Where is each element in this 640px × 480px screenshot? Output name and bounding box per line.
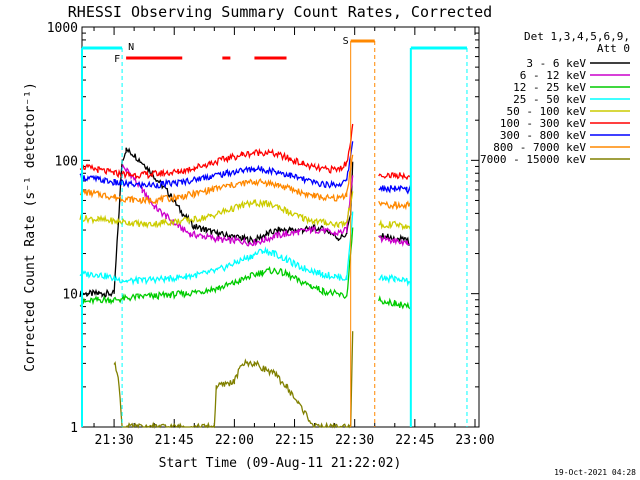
series-line	[121, 164, 354, 247]
series-line	[378, 234, 412, 247]
x-axis-label: Start Time (09-Aug-11 21:22:02)	[159, 456, 402, 471]
footer-date: 19-Oct-2021 04:28	[554, 468, 636, 477]
legend-item: 800 - 7000 keV	[493, 141, 586, 154]
flag-label: S	[343, 36, 349, 47]
flag-layer: NF S	[81, 36, 468, 427]
y-tick-label: 1000	[47, 21, 78, 36]
series-layer	[79, 123, 412, 429]
series-line	[79, 123, 354, 180]
series-line	[79, 211, 354, 286]
series-line	[113, 331, 354, 429]
legend-item: 3 - 6 keV	[526, 57, 586, 70]
legend-item: 100 - 300 keV	[500, 117, 586, 130]
x-tick-label: 23:00	[455, 433, 494, 448]
x-tick-label: 22:15	[275, 433, 314, 448]
series-line	[79, 191, 354, 229]
legend-item: 7000 - 15000 keV	[480, 153, 586, 166]
plot-frame	[81, 26, 480, 428]
y-tick-label: 1	[70, 421, 78, 436]
series-line	[79, 141, 354, 190]
legend-item: 6 - 12 keV	[520, 69, 587, 82]
flag-label: N	[128, 42, 134, 53]
legend-item: 25 - 50 keV	[513, 93, 586, 106]
series-line	[378, 184, 412, 195]
x-tick-label: 22:45	[395, 433, 434, 448]
x-tick-label: 22:00	[215, 433, 254, 448]
x-tick-label: 21:30	[95, 433, 134, 448]
series-line	[79, 227, 354, 307]
legend-item: 300 - 800 keV	[500, 129, 586, 142]
y-tick-label: 100	[55, 154, 78, 169]
y-tick-label: 10	[62, 288, 78, 303]
series-line	[378, 171, 412, 181]
series-line	[79, 154, 354, 206]
chart-title: RHESSI Observing Summary Count Rates, Co…	[68, 3, 492, 21]
series-line	[79, 147, 354, 299]
y-axis-label: Corrected Count Rate (s⁻¹ detector⁻¹)	[23, 82, 38, 372]
x-tick-label: 21:45	[155, 433, 194, 448]
x-tick-label: 22:30	[335, 433, 374, 448]
axis-ticks: 21:30 21:45 22:00 22:15 22:30 22:45 23:00 1 10 10…	[47, 21, 495, 448]
legend-item: 12 - 25 keV	[513, 81, 586, 94]
legend-item: 50 - 100 keV	[507, 105, 587, 118]
series-line	[378, 273, 412, 287]
legend-title-line2: Att 0	[597, 42, 630, 55]
legend-title-line1: Det 1,3,4,5,6,9,	[524, 30, 630, 43]
series-line	[378, 295, 412, 310]
series-line	[378, 200, 412, 211]
flag-label: F	[114, 54, 120, 65]
series-line	[378, 219, 412, 231]
